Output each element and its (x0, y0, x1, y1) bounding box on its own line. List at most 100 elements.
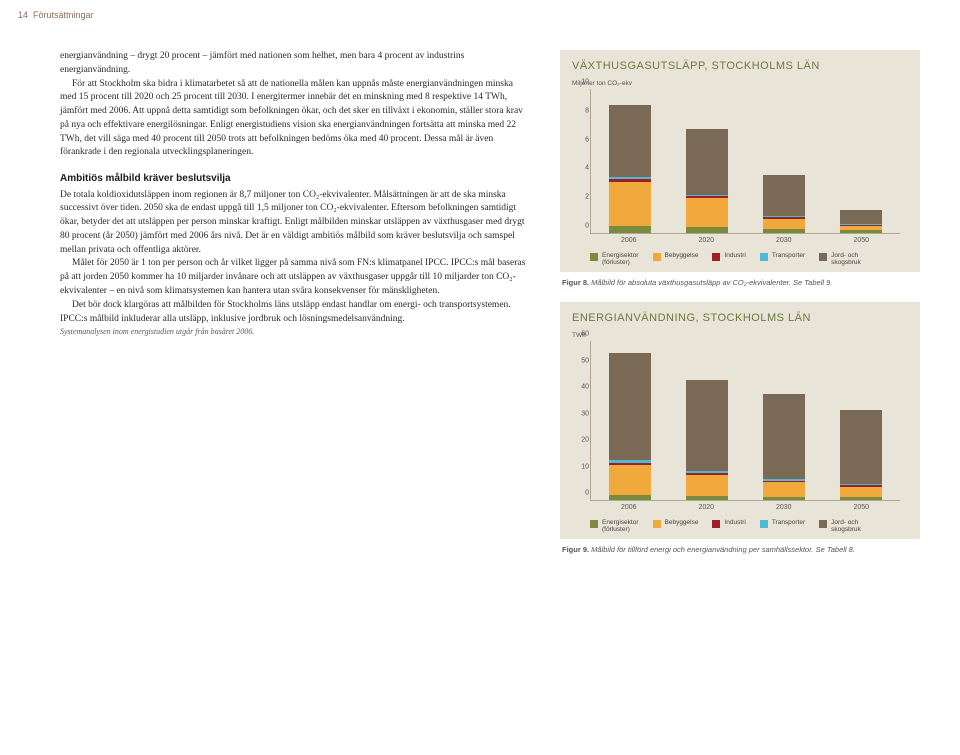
chart1-caption-bold: Figur 8. (562, 278, 589, 287)
legend-label: Industri (724, 252, 745, 259)
legend-item: Industri (712, 519, 745, 533)
paragraph-5: Det bör dock klargöras att målbilden för… (60, 299, 530, 327)
bar-segment (609, 182, 651, 226)
legend-item: Bebyggelse (653, 252, 699, 266)
y-tick: 10 (575, 463, 589, 470)
main-layout: energianvändning – drygt 20 procent – jä… (0, 20, 960, 569)
x-label: 2006 (621, 237, 637, 244)
text-column: energianvändning – drygt 20 procent – jä… (60, 50, 530, 569)
chart1-caption: Figur 8. Målbild för absoluta växthusgas… (562, 278, 920, 288)
bar-segment (763, 175, 805, 216)
legend-item: Industri (712, 252, 745, 266)
chart1-caption-text: Målbild för absoluta växthusgasutsläpp a… (589, 278, 832, 287)
chart1-title: VÄXTHUSGASUTSLÄPP, STOCKHOLMS LÄN (572, 60, 908, 72)
legend-item: Transporter (760, 519, 805, 533)
bar-segment (686, 129, 728, 194)
paragraph-4: Målet för 2050 är 1 ton per person och å… (60, 257, 530, 298)
legend-label: Jord- ochskogsbruk (831, 519, 861, 533)
bar-segment (763, 497, 805, 500)
y-tick: 30 (575, 410, 589, 417)
x-label: 2050 (853, 504, 869, 511)
y-tick: 0 (575, 223, 589, 230)
section-name: Förutsättningar (33, 10, 94, 20)
bar-stack (686, 129, 728, 233)
bar-segment (763, 394, 805, 479)
bar-segment (763, 219, 805, 229)
y-tick: 0 (575, 490, 589, 497)
x-label: 2020 (698, 237, 714, 244)
legend-swatch (590, 520, 598, 528)
legend-item: Bebyggelse (653, 519, 699, 533)
section-heading: Ambitiös målbild kräver beslutsvilja (60, 172, 530, 187)
bar-stack (686, 380, 728, 500)
y-tick: 60 (575, 331, 589, 338)
bar-segment (686, 475, 728, 496)
x-label: 2050 (853, 237, 869, 244)
bar-stack (763, 175, 805, 233)
chart-column: VÄXTHUSGASUTSLÄPP, STOCKHOLMS LÄN Miljon… (560, 50, 920, 569)
bar-segment (609, 353, 651, 460)
legend-swatch (712, 520, 720, 528)
legend-label: Bebyggelse (665, 519, 699, 526)
y-tick: 6 (575, 136, 589, 143)
paragraph-1: energianvändning – drygt 20 procent – jä… (60, 50, 530, 78)
legend-label: Energisektor(förluster) (602, 252, 639, 266)
legend-swatch (819, 253, 827, 261)
legend-swatch (819, 520, 827, 528)
y-tick: 50 (575, 357, 589, 364)
paragraph-3: De totala koldioxidutsläppen inom region… (60, 189, 530, 258)
x-label: 2020 (698, 504, 714, 511)
chart2-title: ENERGIANVÄNDNING, STOCKHOLMS LÄN (572, 312, 908, 324)
x-label: 2030 (776, 504, 792, 511)
legend-item: Energisektor(förluster) (590, 252, 639, 266)
legend-swatch (712, 253, 720, 261)
chart-energy: ENERGIANVÄNDNING, STOCKHOLMS LÄN TWh 010… (560, 302, 920, 539)
bar-segment (840, 497, 882, 500)
legend-item: Transporter (760, 252, 805, 266)
bar-segment (609, 226, 651, 233)
chart2-legend: Energisektor(förluster) Bebyggelse Industr… (590, 519, 904, 533)
bar-segment (609, 105, 651, 178)
x-label: 2030 (776, 237, 792, 244)
page-number: 14 (18, 10, 28, 20)
chart2-canvas: 0102030405060 (590, 341, 900, 501)
legend-item: Energisektor(förluster) (590, 519, 639, 533)
legend-swatch (653, 253, 661, 261)
legend-item: Jord- ochskogsbruk (819, 252, 861, 266)
y-tick: 4 (575, 165, 589, 172)
chart2-unit: TWh (572, 332, 908, 339)
bar-segment (686, 198, 728, 227)
bar-stack (763, 394, 805, 500)
y-tick: 2 (575, 194, 589, 201)
bar-stack (609, 353, 651, 500)
legend-item: Jord- ochskogsbruk (819, 519, 861, 533)
bar-segment (840, 210, 882, 225)
y-tick: 40 (575, 384, 589, 391)
chart1-canvas: 0246810 (590, 89, 900, 234)
bar-segment (686, 380, 728, 471)
page-header: 14 Förutsättningar (0, 0, 960, 20)
bar-segment (609, 495, 651, 500)
y-tick: 20 (575, 437, 589, 444)
legend-label: Transporter (772, 519, 805, 526)
footnote: Systemanalysen inom energistudien utgår … (60, 326, 530, 338)
x-label: 2006 (621, 504, 637, 511)
legend-label: Energisektor(förluster) (602, 519, 639, 533)
chart1-unit: Miljoner ton CO₂-ekv (572, 80, 908, 87)
legend-swatch (760, 253, 768, 261)
legend-swatch (760, 520, 768, 528)
legend-label: Jord- ochskogsbruk (831, 252, 861, 266)
legend-label: Transporter (772, 252, 805, 259)
bar-stack (840, 410, 882, 500)
bar-stack (840, 210, 882, 233)
bar-segment (609, 465, 651, 494)
bar-segment (840, 487, 882, 498)
y-tick: 10 (575, 79, 589, 86)
chart2-caption-text: Målbild för tillförd energi och energian… (589, 545, 855, 554)
chart2-caption-bold: Figur 9. (562, 545, 589, 554)
legend-label: Industri (724, 519, 745, 526)
chart1-xlabels: 2006 2020 2030 2050 (590, 234, 900, 244)
chart2-xlabels: 2006 2020 2030 2050 (590, 501, 900, 511)
bar-segment (840, 230, 882, 233)
legend-swatch (653, 520, 661, 528)
